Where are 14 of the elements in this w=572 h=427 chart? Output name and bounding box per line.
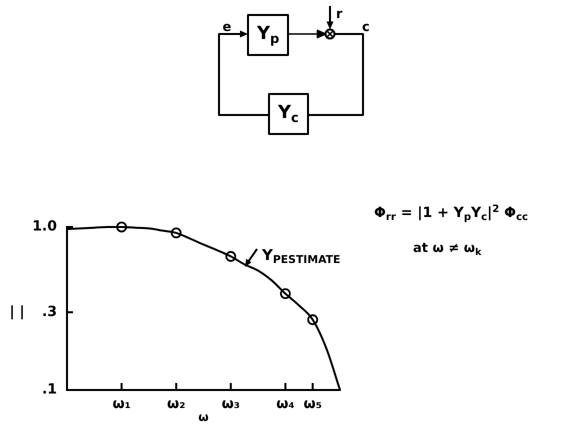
- y-tick-label: 1.0: [32, 218, 58, 235]
- y-tick-label: .3: [42, 304, 57, 320]
- x-tick-label: ω₅: [304, 396, 322, 412]
- annotation: Y$_{PESTIMATE}$: [262, 246, 340, 266]
- block-diagram: e Y$_{p}$ r c Y$_{c}$: [200, 0, 372, 138]
- x-tick-label: ω₂: [167, 396, 186, 412]
- text: at ω ≠ ω$_{k}$: [413, 241, 482, 258]
- y-axis-title: | |: [9, 304, 25, 320]
- text: Φ$_{rr}$ = |1 + Y$_{p}$Y$_{c}$|$^{2}$ Φ$_{cc}$: [374, 204, 528, 223]
- x-tick-label: ω₃: [222, 396, 240, 412]
- x-tick-label: ω₁: [112, 396, 131, 412]
- x-axis-title: ω: [198, 410, 209, 424]
- x-tick-label: ω₄: [276, 396, 295, 412]
- y-tick-label: .1: [42, 382, 57, 398]
